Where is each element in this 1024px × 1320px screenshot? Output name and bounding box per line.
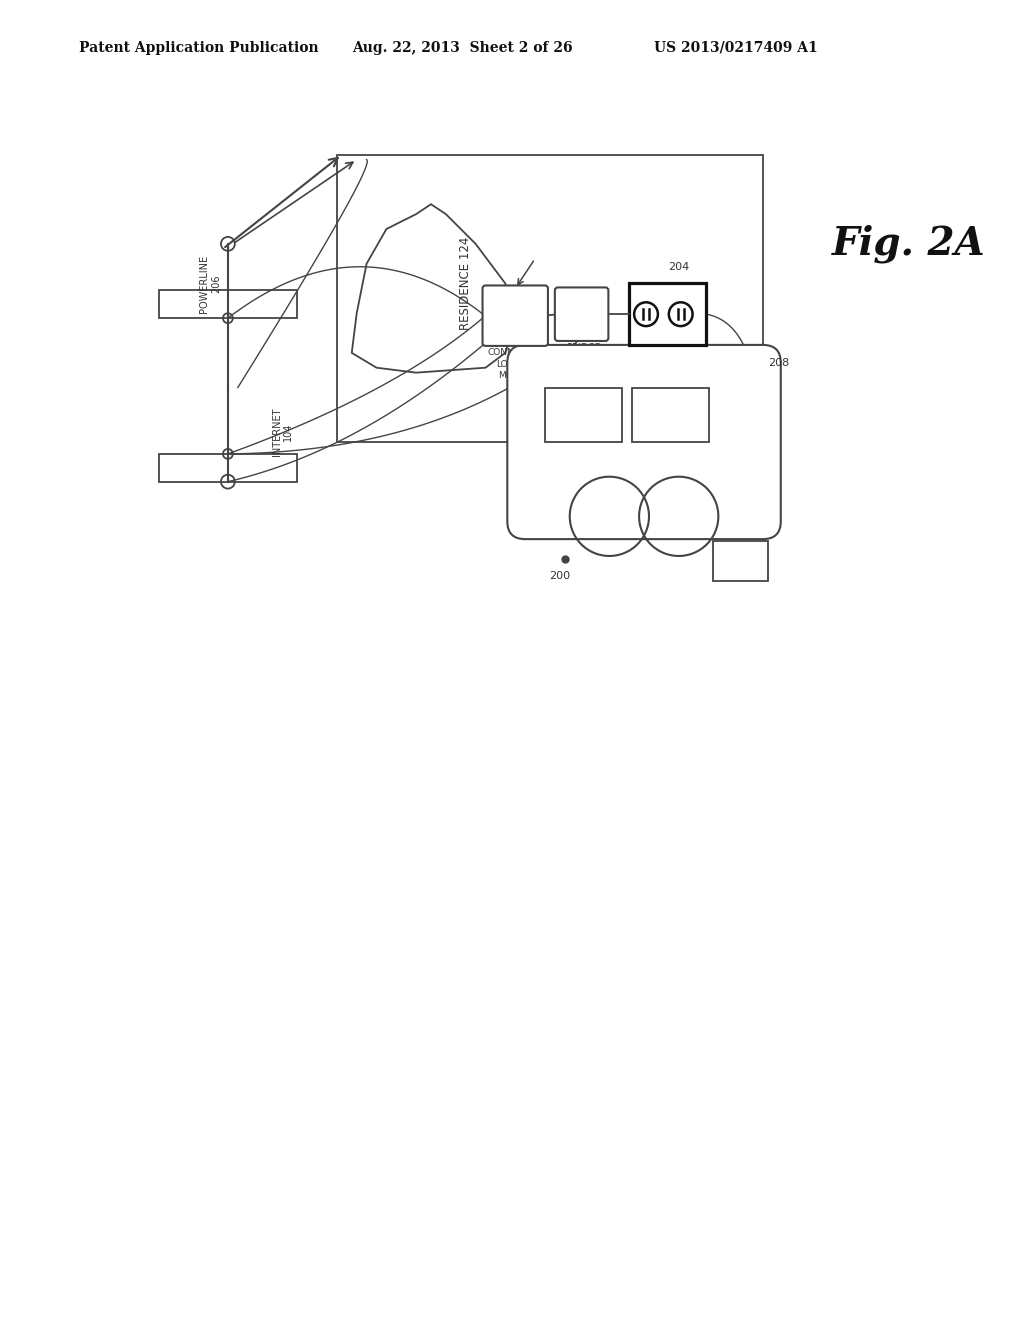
Bar xyxy=(714,541,768,581)
Text: BRIDGE: BRIDGE xyxy=(566,343,601,352)
FancyBboxPatch shape xyxy=(482,285,548,346)
Text: 210: 210 xyxy=(501,309,529,322)
Text: 204: 204 xyxy=(668,261,689,272)
Bar xyxy=(545,388,623,442)
Text: 120: 120 xyxy=(567,308,596,321)
Bar xyxy=(337,154,763,442)
Bar xyxy=(629,284,707,345)
Text: 208: 208 xyxy=(768,358,790,368)
Text: REMOTE BPFM: REMOTE BPFM xyxy=(556,403,611,412)
Text: 200: 200 xyxy=(549,570,570,581)
Text: RESIDENCE 124: RESIDENCE 124 xyxy=(459,236,472,330)
Text: CONNECTION
LOCALITY
MODULE: CONNECTION LOCALITY MODULE xyxy=(487,348,548,380)
Bar xyxy=(159,454,297,482)
Text: 124: 124 xyxy=(577,418,591,428)
Bar xyxy=(632,388,710,442)
FancyBboxPatch shape xyxy=(555,288,608,341)
Text: 202: 202 xyxy=(664,418,678,428)
Text: BATTERY BANK: BATTERY BANK xyxy=(642,403,699,412)
Text: US 2013/0217409 A1: US 2013/0217409 A1 xyxy=(654,41,818,54)
FancyBboxPatch shape xyxy=(507,345,780,539)
Text: Patent Application Publication: Patent Application Publication xyxy=(79,41,318,54)
Text: INTERNET
104: INTERNET 104 xyxy=(271,408,293,457)
Text: Aug. 22, 2013  Sheet 2 of 26: Aug. 22, 2013 Sheet 2 of 26 xyxy=(352,41,572,54)
Text: POWERLINE
206: POWERLINE 206 xyxy=(200,255,221,313)
Bar xyxy=(159,290,297,318)
Text: Fig. 2A: Fig. 2A xyxy=(833,224,986,263)
